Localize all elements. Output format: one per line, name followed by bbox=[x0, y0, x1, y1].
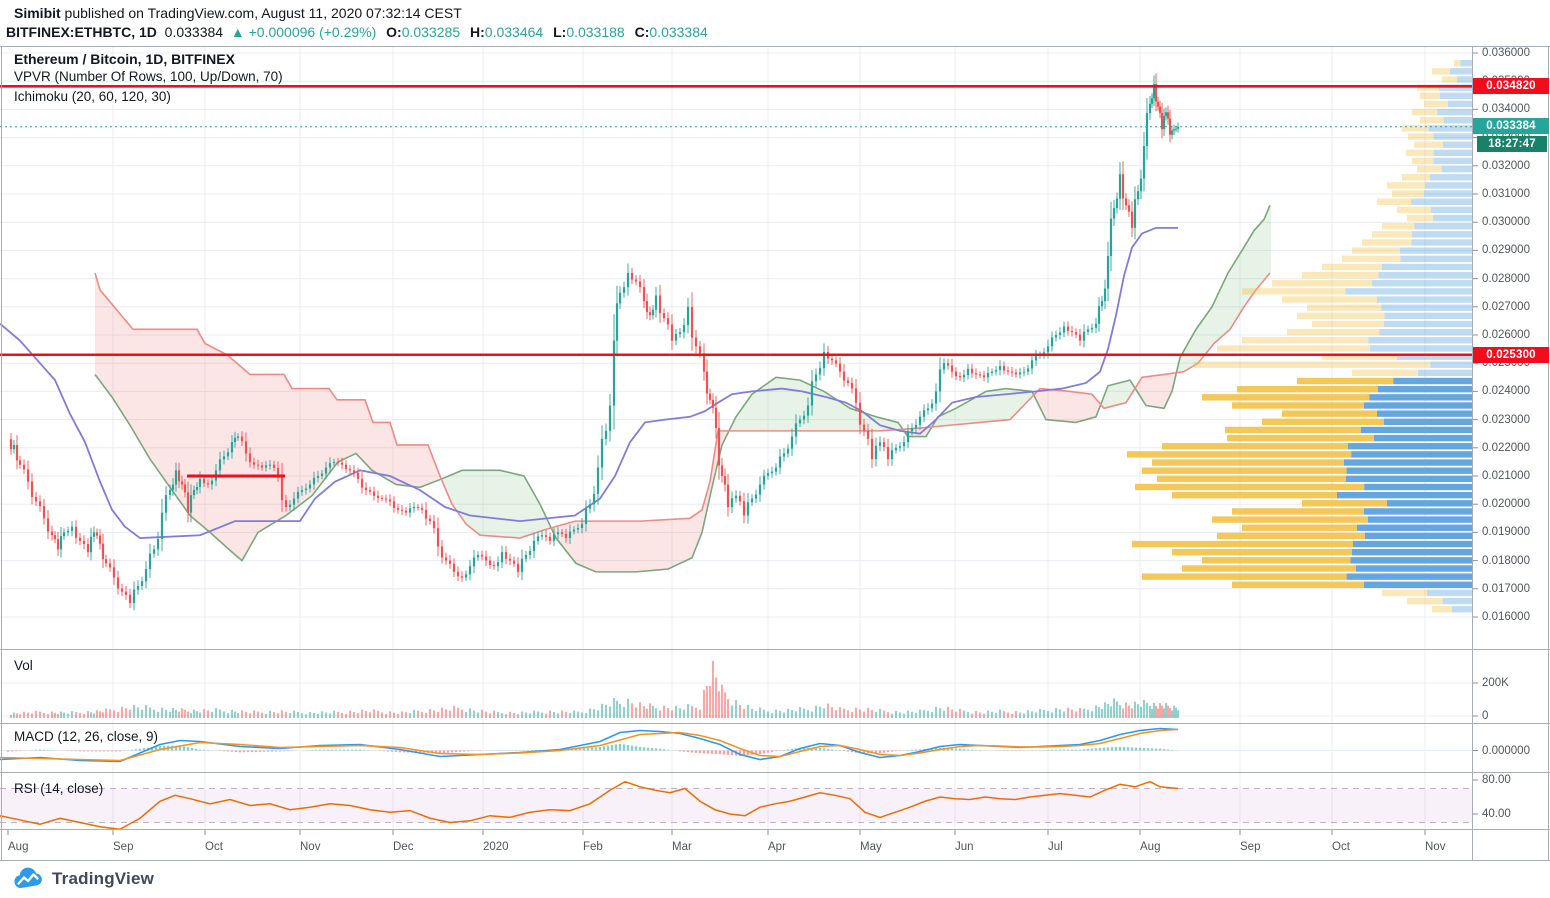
high-value: 0.033464 bbox=[484, 24, 544, 40]
time-tick-label: Oct bbox=[1332, 841, 1350, 853]
time-tick-label: Nov bbox=[1425, 841, 1446, 853]
price-tick-label: 0.023000 bbox=[1482, 413, 1530, 426]
change-arrow-icon: ▲ bbox=[230, 24, 245, 40]
price-tick-label: 0.030000 bbox=[1482, 216, 1530, 229]
chart-title-legend[interactable]: Ethereum / Bitcoin, 1D, BITFINEX bbox=[14, 51, 235, 67]
price-tick-label: 0.026000 bbox=[1482, 329, 1530, 341]
time-tick-label: May bbox=[860, 841, 882, 853]
kijun-line bbox=[0, 226, 1178, 539]
volume-bars bbox=[9, 660, 1180, 718]
price-tick-label: 0.016000 bbox=[1482, 611, 1530, 623]
time-tick-label: Apr bbox=[768, 841, 786, 853]
open-label: O: bbox=[386, 24, 402, 40]
last-price-badge: 0.033384 bbox=[1473, 118, 1549, 134]
tradingview-logo[interactable]: TradingView bbox=[12, 867, 154, 891]
price-tick-label: 0.024000 bbox=[1482, 385, 1530, 398]
symbol-info-bar: BITFINEX:ETHBTC, 1D 0.033384 ▲ +0.000096… bbox=[6, 24, 708, 40]
macd-line bbox=[0, 727, 1179, 763]
subpanel-tick-label: 200K bbox=[1482, 677, 1509, 689]
brand-name: TradingView bbox=[52, 869, 155, 888]
close-label: C: bbox=[634, 24, 650, 40]
price-tick-label: 0.020000 bbox=[1482, 498, 1530, 511]
senkou-span-b-line bbox=[94, 272, 1271, 539]
price-tick-label: 0.031000 bbox=[1482, 188, 1530, 200]
time-tick-label: Aug bbox=[8, 841, 29, 853]
resistance-price-badge: 0.034820 bbox=[1473, 78, 1549, 94]
macd-signal-line bbox=[0, 728, 1179, 762]
time-tick-label: Jul bbox=[1048, 841, 1063, 853]
price-tick-label: 0.018000 bbox=[1482, 554, 1530, 567]
symbol-name[interactable]: BITFINEX:ETHBTC, 1D bbox=[6, 24, 157, 40]
rsi-panel-label[interactable]: RSI (14, close) bbox=[14, 781, 104, 796]
time-tick-label: Feb bbox=[583, 841, 603, 853]
open-value: 0.033285 bbox=[401, 24, 461, 40]
price-tick-label: 0.034000 bbox=[1482, 103, 1530, 116]
price-tick-label: 0.027000 bbox=[1482, 300, 1530, 313]
low-value: 0.033188 bbox=[566, 24, 625, 40]
price-tick-label: 0.028000 bbox=[1482, 272, 1530, 285]
close-value: 0.033384 bbox=[649, 24, 708, 40]
time-tick-label: 2020 bbox=[483, 841, 509, 853]
high-label: H: bbox=[470, 24, 485, 40]
price-tick-label: 0.022000 bbox=[1482, 441, 1530, 454]
price-tick-label: 0.036000 bbox=[1482, 47, 1530, 59]
macd-panel bbox=[0, 727, 1179, 763]
rsi-line bbox=[0, 780, 1179, 831]
support-price-badge: 0.025300 bbox=[1473, 347, 1549, 363]
price-tick-label: 0.032000 bbox=[1482, 159, 1530, 172]
chart-frame bbox=[0, 46, 1550, 861]
price-tick-label: 0.021000 bbox=[1482, 470, 1530, 482]
time-tick-label: Aug bbox=[1140, 841, 1161, 853]
low-label: L: bbox=[553, 24, 567, 40]
macd-panel-label[interactable]: MACD (12, 26, close, 9) bbox=[14, 729, 159, 744]
subpanel-tick-label: 0.000000 bbox=[1482, 744, 1530, 757]
subpanel-tick-label: 40.00 bbox=[1482, 808, 1511, 820]
price-level-lines[interactable] bbox=[0, 84, 1472, 478]
price-tick-label: 0.017000 bbox=[1482, 582, 1530, 595]
publish-info: Simibit published on TradingView.com, Au… bbox=[14, 5, 462, 21]
tradingview-cloud-icon bbox=[14, 867, 42, 889]
footer-bar: TradingView bbox=[0, 861, 1550, 898]
volume-panel-label[interactable]: Vol bbox=[14, 658, 33, 673]
change-value: +0.000096 (+0.29%) bbox=[248, 24, 377, 40]
time-tick-label: Dec bbox=[393, 841, 414, 853]
last-price-value: 0.033384 bbox=[164, 24, 224, 40]
subpanel-tick-label: 0 bbox=[1482, 710, 1489, 722]
publish-text: published on TradingView.com, August 11,… bbox=[60, 5, 462, 21]
candlesticks bbox=[9, 73, 1180, 611]
time-tick-label: Sep bbox=[113, 841, 134, 853]
countdown-badge: 18:27:47 bbox=[1477, 136, 1547, 152]
rsi-panel bbox=[0, 780, 1472, 831]
time-tick-label: Jun bbox=[955, 841, 974, 853]
subpanel-tick-label: 80.00 bbox=[1482, 774, 1511, 786]
time-tick-label: Oct bbox=[205, 841, 223, 853]
author-name: Simibit bbox=[14, 5, 61, 21]
vpvr-volume-profile bbox=[1127, 60, 1472, 613]
time-tick-label: Sep bbox=[1240, 841, 1261, 853]
time-tick-label: Nov bbox=[300, 841, 321, 853]
vpvr-indicator-legend[interactable]: VPVR (Number Of Rows, 100, Up/Down, 70) bbox=[14, 69, 283, 84]
ichimoku-indicator-legend[interactable]: Ichimoku (20, 60, 120, 30) bbox=[14, 89, 171, 104]
price-tick-label: 0.029000 bbox=[1482, 244, 1530, 257]
price-tick-label: 0.019000 bbox=[1482, 526, 1530, 539]
time-tick-label: Mar bbox=[672, 841, 692, 853]
